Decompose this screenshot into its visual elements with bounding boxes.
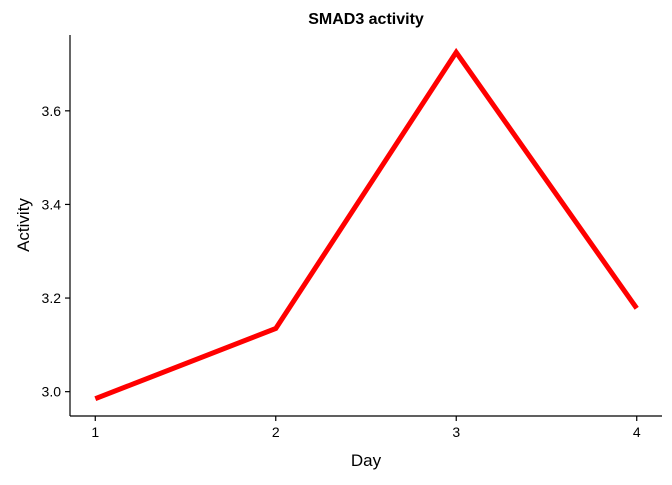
y-tick-label: 3.4 [42, 196, 62, 212]
series-line [94, 47, 639, 402]
y-ticks: 3.0 3.2 3.4 3.6 [42, 103, 70, 400]
y-axis-label: Activity [14, 198, 33, 252]
x-ticks: 1 2 3 4 [91, 416, 641, 440]
x-tick-label: 3 [452, 424, 460, 440]
y-tick-label: 3.2 [42, 290, 62, 306]
x-tick-label: 2 [272, 424, 280, 440]
chart-title: SMAD3 activity [308, 11, 424, 28]
y-tick-label: 3.6 [42, 103, 62, 119]
axes [69, 35, 662, 417]
x-axis-label: Day [351, 451, 382, 470]
x-tick-label: 4 [633, 424, 641, 440]
y-tick-label: 3.0 [42, 384, 62, 400]
x-tick-label: 1 [91, 424, 99, 440]
series-layer [94, 47, 639, 402]
